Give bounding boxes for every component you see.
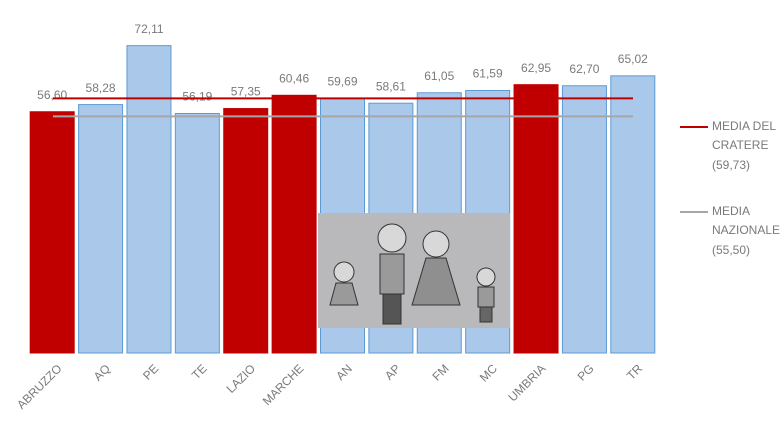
x-tick-label: PG [575,361,597,383]
value-label: 56,60 [37,88,67,102]
legend-label: MEDIA DEL CRATERE [712,119,776,152]
bar [561,85,607,354]
x-tick-label: FM [429,361,451,383]
x-tick-label: AQ [91,361,113,383]
x-tick-label: ABRUZZO [14,361,64,411]
value-label: 58,61 [376,79,406,93]
value-label: 62,70 [569,62,599,76]
legend-value: (59,73) [712,158,750,172]
legend-label: MEDIA NAZIONALE [712,204,780,237]
value-label: 58,28 [86,81,116,95]
illustration [318,213,510,328]
value-label: 62,95 [521,61,551,75]
bar [271,94,317,354]
bar [223,108,269,354]
value-label: 60,46 [279,71,309,85]
bar [174,112,220,354]
x-tick-label: MARCHE [260,361,307,408]
x-tick-label: LAZIO [224,361,258,395]
x-tick-label: TE [189,361,210,382]
value-label: 57,35 [231,85,261,99]
value-label: 59,69 [327,75,357,89]
x-tick-label: PE [140,361,161,382]
x-tick-label: AN [333,361,355,383]
value-label: 72,11 [134,22,163,36]
bar [513,84,559,354]
x-tick-label: MC [477,361,500,384]
value-label: 65,02 [618,52,648,66]
bar [78,104,124,354]
bar [610,75,656,354]
x-tick-label: TR [624,361,645,382]
x-tick-label: UMBRIA [506,361,549,404]
value-label: 61,59 [473,67,503,81]
value-label: 61,05 [424,69,454,83]
x-tick-label: AP [382,361,403,382]
bar [126,45,172,354]
legend-value: (55,50) [712,243,750,257]
value-label: 56,19 [182,90,212,104]
bar [29,111,75,354]
